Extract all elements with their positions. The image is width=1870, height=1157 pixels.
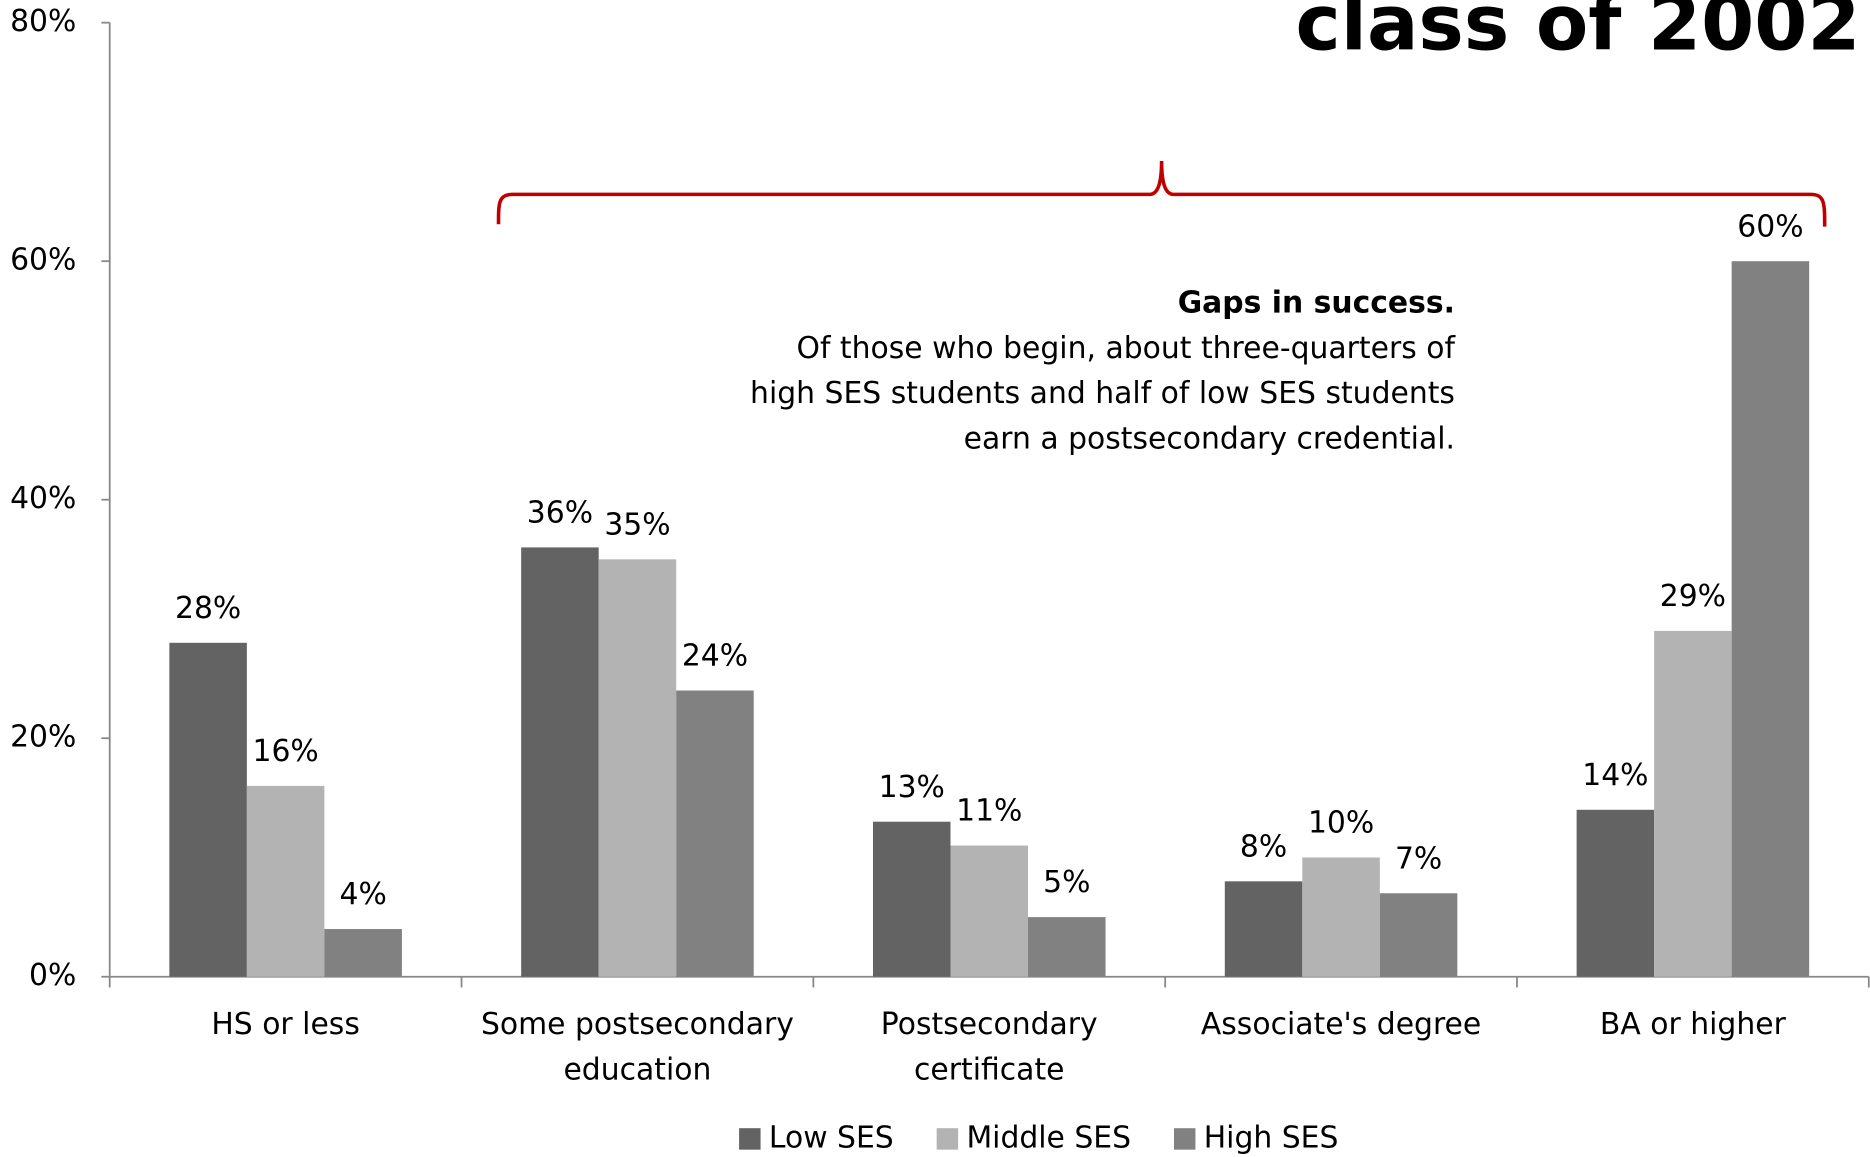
value-label: 11% [956,794,1022,829]
bar [1302,857,1380,977]
annotation-title: Gaps in success. [1177,285,1455,320]
y-tick-label: 0% [29,958,76,993]
legend-label: Middle SES [966,1120,1131,1155]
value-label: 5% [1043,865,1090,900]
bar [169,642,247,977]
y-tick-label: 80% [10,4,76,39]
value-label: 7% [1395,841,1442,876]
x-tick-label: BA or higher [1599,1006,1786,1042]
value-label: 10% [1308,806,1374,841]
chart-title: class of 2002 [1296,0,1861,68]
value-label: 35% [604,507,670,542]
x-tick-label: Some postsecondary education [480,1006,794,1087]
bar [1731,261,1810,977]
brace [496,161,1827,227]
bar [872,821,951,977]
value-label: 29% [1660,579,1726,614]
value-label: 14% [1582,758,1648,793]
bar [1654,630,1732,977]
value-label: 8% [1240,829,1287,864]
x-tick-label: Postsecondary certificate [880,1006,1098,1087]
bar [324,929,402,977]
y-tick-label: 40% [10,481,76,516]
x-tick-label: Associate's degree [1200,1006,1482,1042]
value-label: 28% [175,591,241,626]
legend-swatch [1173,1128,1196,1150]
bar [598,559,677,977]
value-label: 4% [340,877,387,912]
annotation: Gaps in success. Of those who begin, abou… [739,280,1455,461]
legend-swatch [936,1128,959,1150]
bar [1576,809,1655,977]
legend-label: Low SES [769,1120,894,1155]
annotation-text: Of those who begin, about three-quarters… [750,330,1455,456]
bar [246,785,325,977]
value-label: 13% [879,770,945,805]
bar [521,547,599,977]
value-label: 24% [682,639,748,674]
bar [1028,917,1106,977]
bar [1224,881,1303,977]
bar [1379,893,1458,977]
value-label: 16% [253,734,319,769]
y-tick-label: 20% [10,720,76,755]
bar [676,690,754,977]
y-tick-label: 60% [10,243,76,278]
value-label: 60% [1737,209,1803,244]
legend-swatch [739,1128,761,1150]
value-label: 36% [527,496,593,531]
x-tick-label: HS or less [211,1006,360,1042]
bar [950,845,1029,977]
legend-label: High SES [1204,1120,1339,1155]
